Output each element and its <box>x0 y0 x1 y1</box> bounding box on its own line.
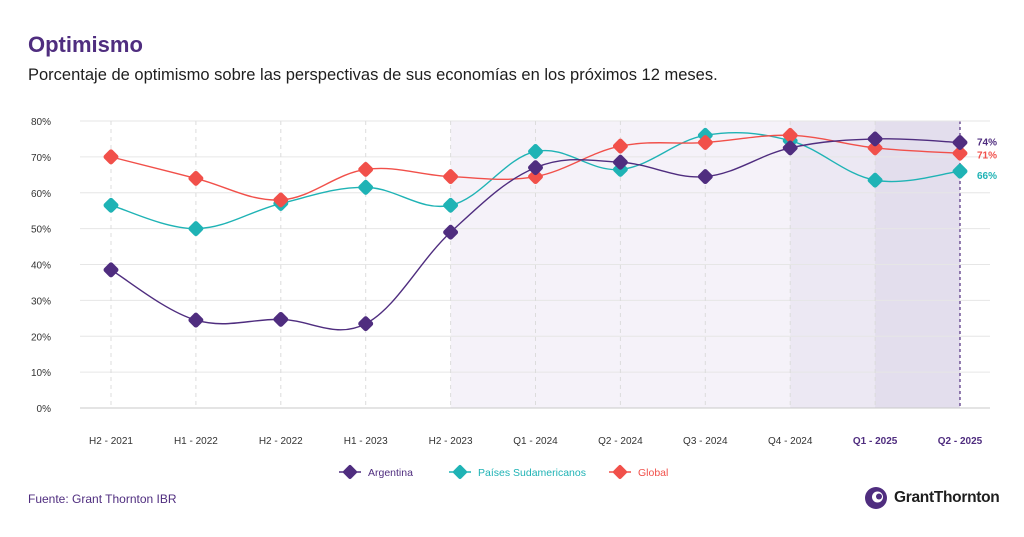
data-point-argentina <box>188 312 204 328</box>
x-tick-label: Q1 - 2024 <box>513 436 558 447</box>
data-point-argentina <box>103 262 119 278</box>
data-point-argentina <box>528 160 543 176</box>
legend-label-global: Global <box>638 467 668 479</box>
data-point-sudamericanos <box>867 172 883 188</box>
legend-marker-argentina <box>343 465 357 479</box>
grant-thornton-logo: GrantThornton <box>864 486 1000 510</box>
data-point-sudamericanos <box>952 163 968 179</box>
y-tick-label: 0% <box>37 404 52 415</box>
x-tick-label: Q4 - 2024 <box>768 436 813 447</box>
y-tick-label: 30% <box>31 296 51 307</box>
x-tick-label: Q2 - 2024 <box>598 436 643 447</box>
y-tick-label: 80% <box>31 117 51 128</box>
data-point-argentina <box>612 154 628 170</box>
data-point-global <box>697 135 713 150</box>
data-point-global <box>273 192 289 208</box>
logo-text: GrantThornton <box>894 489 1000 506</box>
data-point-argentina <box>697 169 713 185</box>
data-point-global <box>443 169 459 185</box>
x-tick-label: H2 - 2021 <box>89 436 133 447</box>
x-tick-label: H1 - 2023 <box>344 436 388 447</box>
end-label-argentina: 74% <box>977 138 997 149</box>
legend-label-argentina: Argentina <box>368 467 413 479</box>
data-point-sudamericanos <box>358 179 374 195</box>
data-point-sudamericanos <box>443 197 459 213</box>
data-point-sudamericanos <box>103 197 119 213</box>
data-point-argentina <box>273 311 289 327</box>
chart-subtitle: Porcentaje de optimismo sobre las perspe… <box>28 66 718 84</box>
data-point-global <box>612 138 628 154</box>
data-point-argentina <box>952 135 968 150</box>
data-point-global <box>358 161 374 177</box>
data-point-sudamericanos <box>528 144 543 159</box>
legend-label-sudamericanos: Países Sudamericanos <box>478 467 586 479</box>
y-tick-label: 40% <box>31 261 51 272</box>
x-tick-label: H1 - 2022 <box>174 436 218 447</box>
data-point-argentina <box>443 224 459 240</box>
legend-marker-global <box>613 465 627 479</box>
data-point-argentina <box>782 140 798 156</box>
y-tick-label: 60% <box>31 189 51 200</box>
chart-title: Optimismo <box>28 32 143 57</box>
source-note: Fuente: Grant Thornton IBR <box>28 492 177 506</box>
end-label-global: 71% <box>977 150 997 161</box>
data-point-global <box>782 127 798 143</box>
end-label-sudamericanos: 66% <box>977 171 997 182</box>
data-point-global <box>528 169 543 185</box>
x-tick-label: Q2 - 2025 <box>938 436 983 447</box>
data-point-global <box>867 140 883 156</box>
x-tick-label: Q3 - 2024 <box>683 436 728 447</box>
data-point-global <box>952 145 968 161</box>
data-point-global <box>103 149 119 165</box>
legend-marker-sudamericanos <box>453 465 467 479</box>
data-point-argentina <box>358 316 374 332</box>
x-tick-label: H2 - 2022 <box>259 436 303 447</box>
y-tick-label: 50% <box>31 225 51 236</box>
y-tick-label: 20% <box>31 332 51 343</box>
x-tick-label: H2 - 2023 <box>429 436 473 447</box>
series-line-argentina <box>110 138 961 331</box>
y-tick-label: 10% <box>31 368 51 379</box>
y-tick-label: 70% <box>31 153 51 164</box>
data-point-sudamericanos <box>188 221 204 237</box>
data-point-argentina <box>867 131 883 147</box>
grant-thornton-logo-icon <box>865 487 887 509</box>
x-tick-label: Q1 - 2025 <box>853 436 898 447</box>
data-point-global <box>188 170 204 186</box>
